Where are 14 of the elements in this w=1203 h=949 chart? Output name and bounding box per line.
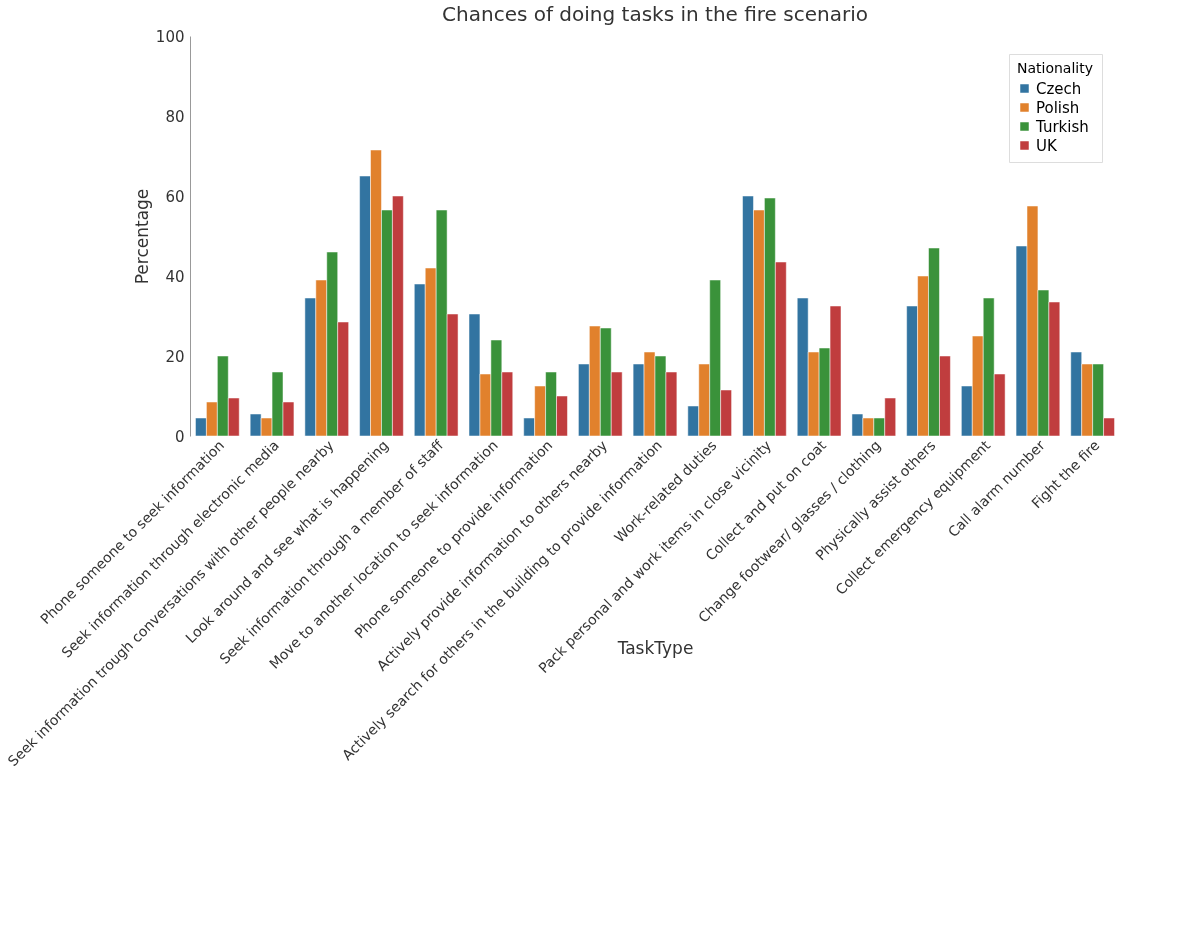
y-axis-title: Percentage: [131, 188, 152, 285]
legend-title: Nationality: [1017, 60, 1094, 76]
legend-label: UK: [1036, 136, 1058, 155]
x-axis-title: TaskType: [616, 637, 694, 658]
chart-title: Chances of doing tasks in the fire scenario: [442, 2, 868, 26]
legend-label: Turkish: [1035, 117, 1089, 136]
y-tick-label: 0: [174, 427, 185, 446]
y-tick-label: 80: [165, 107, 185, 126]
y-tick-label: 100: [155, 27, 185, 46]
legend-label: Polish: [1036, 98, 1080, 117]
y-tick-label: 60: [165, 187, 185, 206]
legend-label: Czech: [1036, 79, 1082, 98]
y-tick-label: 20: [165, 347, 185, 366]
y-tick-label: 40: [165, 267, 185, 286]
